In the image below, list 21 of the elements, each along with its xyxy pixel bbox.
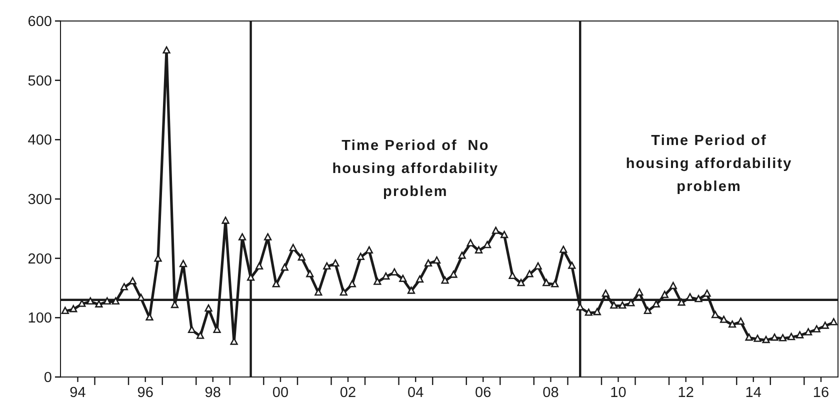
y-tick-label: 600	[28, 14, 52, 30]
x-tick-label: 96	[137, 385, 154, 401]
x-tick-label: 16	[812, 385, 830, 401]
x-tick-label: 00	[272, 385, 289, 401]
y-tick-label: 500	[28, 73, 52, 90]
y-tick-label: 400	[28, 132, 52, 149]
x-tick-label: 10	[610, 385, 626, 401]
x-tick-label: 06	[475, 385, 492, 401]
y-tick-label: 300	[28, 192, 52, 208]
x-tick-label: 98	[204, 385, 221, 401]
y-tick-label: 0	[44, 370, 52, 386]
annotation: Time Period of No housing affordability problem	[332, 138, 499, 200]
x-tick-label: 14	[745, 385, 762, 401]
y-tick-label: 200	[28, 251, 52, 268]
x-tick-label: 08	[542, 385, 559, 401]
annotation: Time Period of housing affordability problem	[626, 133, 792, 195]
x-tick-label: 12	[678, 385, 694, 401]
y-tick-label: 100	[28, 310, 52, 327]
x-tick-label: 94	[70, 385, 86, 401]
x-tick-label: 02	[340, 385, 356, 401]
x-tick-label: 04	[408, 385, 424, 401]
